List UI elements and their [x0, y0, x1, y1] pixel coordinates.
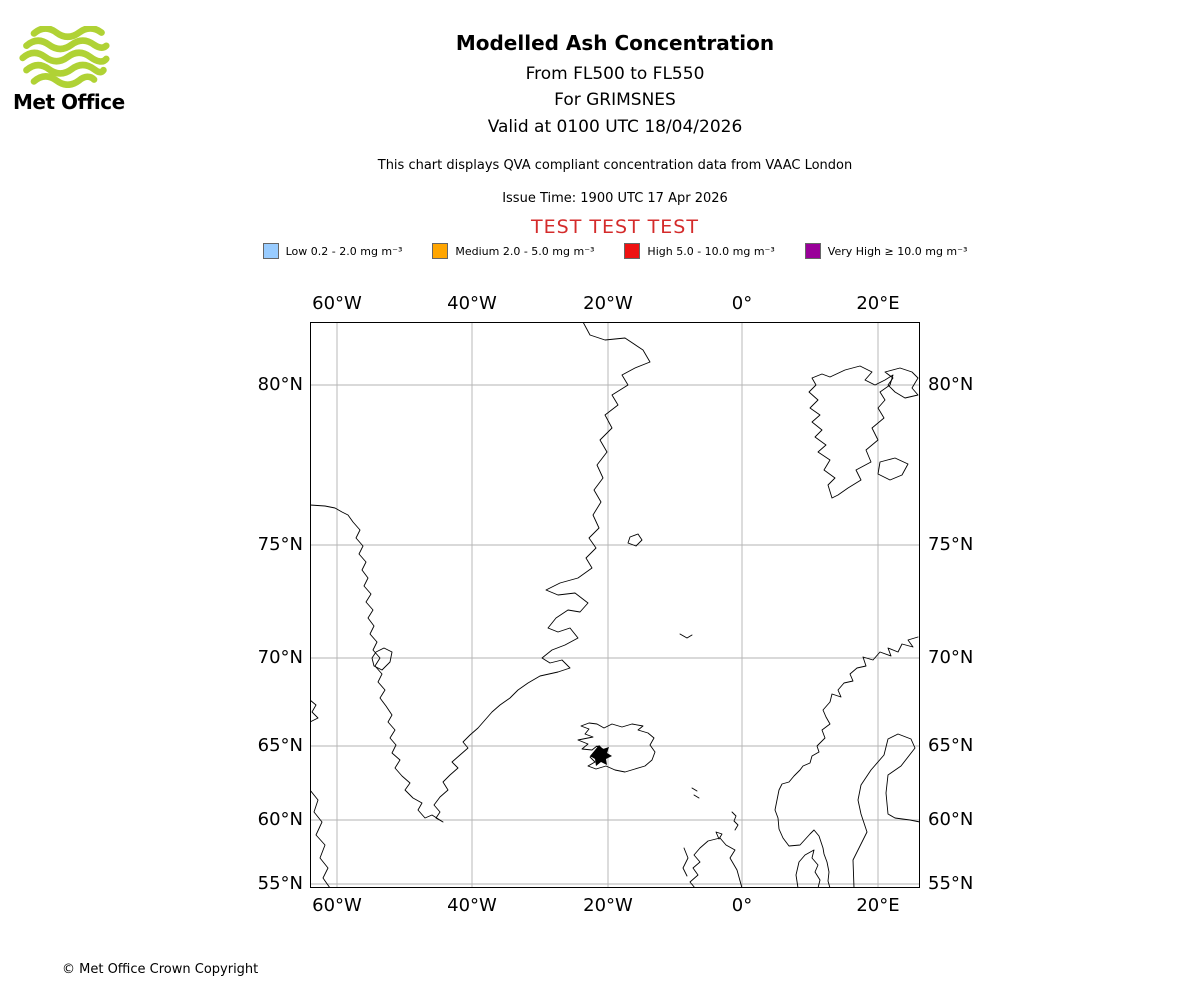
lat-tick-right: 65°N — [928, 735, 974, 756]
volcano-source-marker — [590, 745, 612, 766]
lon-tick-bottom: 60°W — [312, 895, 362, 916]
coastlines — [310, 322, 920, 888]
legend: Low 0.2 - 2.0 mg m⁻³ Medium 2.0 - 5.0 mg… — [30, 243, 1200, 259]
coastline-nordaustlandet — [884, 367, 919, 399]
chart-subtitle-volcano: For GRIMSNES — [554, 90, 676, 110]
lat-tick-left: 75°N — [257, 534, 303, 555]
legend-item-high: High 5.0 - 10.0 mg m⁻³ — [624, 243, 775, 259]
legend-swatch-low — [262, 243, 279, 259]
logo-wordmark: Met Office — [13, 90, 125, 114]
lat-tick-left: 60°N — [257, 809, 303, 830]
coastline-shannon-island — [627, 533, 643, 547]
lon-tick-top: 40°W — [447, 293, 497, 314]
lat-tick-left: 55°N — [257, 873, 303, 894]
lon-tick-top: 20°W — [583, 293, 633, 314]
lat-tick-right: 60°N — [928, 809, 974, 830]
coastline-greenland — [310, 322, 651, 823]
lon-tick-bottom: 40°W — [447, 895, 497, 916]
lon-tick-top: 0° — [731, 293, 753, 314]
coastline-denmark — [795, 849, 821, 888]
met-office-logo — [18, 25, 110, 88]
chart-subtitle-valid-time: Valid at 0100 UTC 18/04/2026 — [487, 117, 743, 137]
lat-tick-right: 55°N — [928, 873, 974, 894]
met-office-waves-icon — [19, 25, 110, 88]
coastline-left-fragment — [310, 699, 319, 723]
coastline-spitsbergen — [808, 365, 894, 499]
coastline-hebrides — [682, 847, 689, 877]
legend-swatch-medium — [432, 243, 449, 259]
coastline-disko-island — [371, 647, 393, 671]
coastline-baltic — [852, 733, 920, 888]
graticule-gridlines — [310, 322, 920, 888]
legend-label-medium: Medium 2.0 - 5.0 mg m⁻³ — [455, 244, 595, 258]
legend-label-low: Low 0.2 - 2.0 mg m⁻³ — [285, 244, 403, 258]
lat-tick-right: 75°N — [928, 534, 974, 555]
legend-label-high: High 5.0 - 10.0 mg m⁻³ — [647, 244, 775, 258]
legend-item-very-high: Very High ≥ 10.0 mg m⁻³ — [804, 243, 968, 259]
lon-tick-top: 20°E — [856, 293, 900, 314]
coastline-labrador — [310, 789, 331, 888]
legend-swatch-high — [624, 243, 641, 259]
lat-tick-left: 70°N — [257, 647, 303, 668]
legend-label-very-high: Very High ≥ 10.0 mg m⁻³ — [827, 244, 968, 258]
coastline-jan-mayen — [679, 633, 693, 639]
chart-title: Modelled Ash Concentration — [455, 31, 775, 55]
coastline-faroes — [691, 787, 700, 799]
legend-item-medium: Medium 2.0 - 5.0 mg m⁻³ — [432, 243, 594, 259]
lat-tick-right: 80°N — [928, 374, 974, 395]
legend-item-low: Low 0.2 - 2.0 mg m⁻³ — [262, 243, 403, 259]
legend-swatch-very-high — [804, 243, 821, 259]
test-banner: TEST TEST TEST — [531, 216, 699, 238]
lon-tick-bottom: 20°W — [583, 895, 633, 916]
lon-tick-bottom: 0° — [731, 895, 753, 916]
lat-tick-left: 80°N — [257, 374, 303, 395]
coastline-orkney — [715, 831, 723, 840]
lat-tick-right: 70°N — [928, 647, 974, 668]
lon-tick-top: 60°W — [312, 293, 362, 314]
issue-time: Issue Time: 1900 UTC 17 Apr 2026 — [502, 191, 728, 206]
lon-tick-bottom: 20°E — [856, 895, 900, 916]
coastline-iceland — [577, 722, 656, 773]
chart-subtitle-flight-levels: From FL500 to FL550 — [525, 64, 705, 84]
qva-compliance-note: This chart displays QVA compliant concen… — [377, 158, 853, 173]
coastline-shetland — [731, 811, 739, 831]
coastline-edgeoya — [877, 457, 909, 481]
coastline-scotland — [689, 837, 743, 888]
lat-tick-left: 65°N — [257, 735, 303, 756]
copyright-text: © Met Office Crown Copyright — [62, 962, 259, 977]
map-canvas — [310, 322, 920, 888]
coastline-norway — [774, 636, 919, 888]
map-frame — [310, 322, 920, 888]
